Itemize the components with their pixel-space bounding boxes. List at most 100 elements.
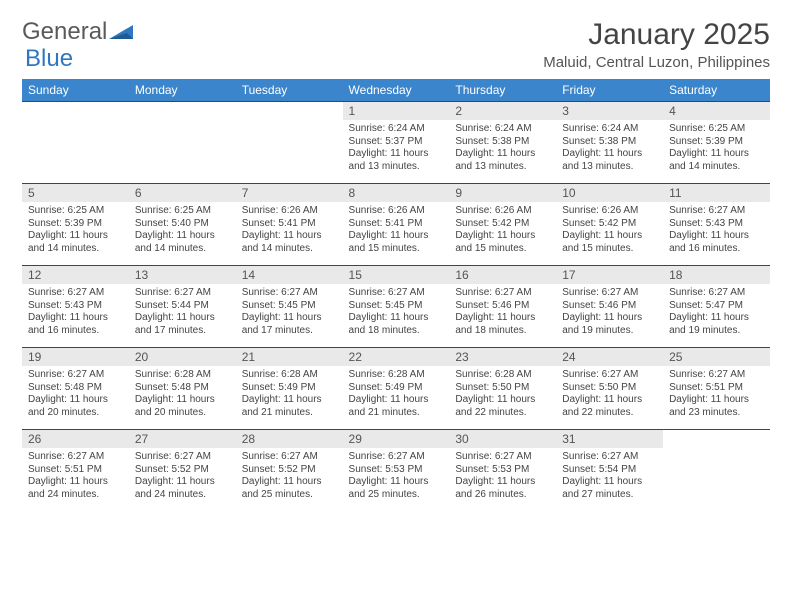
- calendar-table: Sunday Monday Tuesday Wednesday Thursday…: [22, 79, 770, 511]
- day-number-cell: 29: [343, 430, 450, 449]
- daylight-line: Daylight: 11 hours and 17 minutes.: [242, 312, 337, 337]
- day-details-cell: Sunrise: 6:26 AMSunset: 5:42 PMDaylight:…: [556, 202, 663, 266]
- day-details: Sunrise: 6:26 AMSunset: 5:41 PMDaylight:…: [343, 202, 450, 265]
- daynum-row: 262728293031: [22, 430, 770, 449]
- day-details: Sunrise: 6:28 AMSunset: 5:49 PMDaylight:…: [343, 366, 450, 429]
- day-number-cell: 26: [22, 430, 129, 449]
- day-number-cell: 25: [663, 348, 770, 367]
- daylight-line: Daylight: 11 hours and 15 minutes.: [349, 230, 444, 255]
- day-number: 21: [236, 348, 343, 366]
- sunset-line: Sunset: 5:47 PM: [669, 300, 764, 313]
- day-details: [236, 120, 343, 180]
- day-number-cell: 1: [343, 102, 450, 121]
- sunset-line: Sunset: 5:54 PM: [562, 464, 657, 477]
- details-row: Sunrise: 6:27 AMSunset: 5:51 PMDaylight:…: [22, 448, 770, 511]
- day-details-cell: Sunrise: 6:24 AMSunset: 5:38 PMDaylight:…: [449, 120, 556, 184]
- daylight-line: Daylight: 11 hours and 26 minutes.: [455, 476, 550, 501]
- day-number: 7: [236, 184, 343, 202]
- day-details-cell: Sunrise: 6:26 AMSunset: 5:41 PMDaylight:…: [236, 202, 343, 266]
- day-details: [129, 120, 236, 180]
- day-number: 26: [22, 430, 129, 448]
- day-details-cell: Sunrise: 6:27 AMSunset: 5:45 PMDaylight:…: [343, 284, 450, 348]
- day-number-cell: 27: [129, 430, 236, 449]
- day-number: 11: [663, 184, 770, 202]
- sunset-line: Sunset: 5:45 PM: [349, 300, 444, 313]
- day-number: [129, 102, 236, 120]
- weekday-header: Sunday: [22, 79, 129, 102]
- daylight-line: Daylight: 11 hours and 22 minutes.: [562, 394, 657, 419]
- day-number: 13: [129, 266, 236, 284]
- sunset-line: Sunset: 5:45 PM: [242, 300, 337, 313]
- day-details-cell: [129, 120, 236, 184]
- sunset-line: Sunset: 5:38 PM: [562, 136, 657, 149]
- daylight-line: Daylight: 11 hours and 16 minutes.: [28, 312, 123, 337]
- day-details-cell: Sunrise: 6:27 AMSunset: 5:46 PMDaylight:…: [556, 284, 663, 348]
- day-details: Sunrise: 6:25 AMSunset: 5:40 PMDaylight:…: [129, 202, 236, 265]
- sunrise-line: Sunrise: 6:27 AM: [135, 451, 230, 464]
- day-details-cell: Sunrise: 6:27 AMSunset: 5:46 PMDaylight:…: [449, 284, 556, 348]
- sunrise-line: Sunrise: 6:26 AM: [562, 205, 657, 218]
- day-details-cell: Sunrise: 6:24 AMSunset: 5:38 PMDaylight:…: [556, 120, 663, 184]
- daylight-line: Daylight: 11 hours and 25 minutes.: [242, 476, 337, 501]
- brand-logo: General: [22, 18, 135, 46]
- sunrise-line: Sunrise: 6:27 AM: [28, 369, 123, 382]
- day-details-cell: Sunrise: 6:28 AMSunset: 5:49 PMDaylight:…: [236, 366, 343, 430]
- sunset-line: Sunset: 5:41 PM: [242, 218, 337, 231]
- day-number-cell: 16: [449, 266, 556, 285]
- title-block: January 2025 Maluid, Central Luzon, Phil…: [543, 18, 770, 71]
- daylight-line: Daylight: 11 hours and 21 minutes.: [349, 394, 444, 419]
- day-number: 10: [556, 184, 663, 202]
- day-details-cell: Sunrise: 6:25 AMSunset: 5:40 PMDaylight:…: [129, 202, 236, 266]
- sunrise-line: Sunrise: 6:24 AM: [349, 123, 444, 136]
- day-number: 2: [449, 102, 556, 120]
- details-row: Sunrise: 6:24 AMSunset: 5:37 PMDaylight:…: [22, 120, 770, 184]
- sunset-line: Sunset: 5:46 PM: [455, 300, 550, 313]
- day-details-cell: Sunrise: 6:26 AMSunset: 5:41 PMDaylight:…: [343, 202, 450, 266]
- day-number: 29: [343, 430, 450, 448]
- weekday-header: Monday: [129, 79, 236, 102]
- day-number-cell: 31: [556, 430, 663, 449]
- day-details-cell: Sunrise: 6:28 AMSunset: 5:48 PMDaylight:…: [129, 366, 236, 430]
- day-details: Sunrise: 6:28 AMSunset: 5:50 PMDaylight:…: [449, 366, 556, 429]
- day-number-cell: [129, 102, 236, 121]
- sunset-line: Sunset: 5:53 PM: [455, 464, 550, 477]
- sunset-line: Sunset: 5:40 PM: [135, 218, 230, 231]
- day-number: [236, 102, 343, 120]
- sunrise-line: Sunrise: 6:24 AM: [455, 123, 550, 136]
- day-details-cell: Sunrise: 6:27 AMSunset: 5:47 PMDaylight:…: [663, 284, 770, 348]
- day-number-cell: 23: [449, 348, 556, 367]
- day-number-cell: [236, 102, 343, 121]
- details-row: Sunrise: 6:27 AMSunset: 5:43 PMDaylight:…: [22, 284, 770, 348]
- sunset-line: Sunset: 5:38 PM: [455, 136, 550, 149]
- day-number: 17: [556, 266, 663, 284]
- day-number: 18: [663, 266, 770, 284]
- day-details-cell: Sunrise: 6:24 AMSunset: 5:37 PMDaylight:…: [343, 120, 450, 184]
- day-number: 31: [556, 430, 663, 448]
- sunset-line: Sunset: 5:52 PM: [135, 464, 230, 477]
- day-number-cell: 9: [449, 184, 556, 203]
- day-number-cell: 6: [129, 184, 236, 203]
- day-number: 1: [343, 102, 450, 120]
- day-number-cell: 10: [556, 184, 663, 203]
- daynum-row: 12131415161718: [22, 266, 770, 285]
- day-number-cell: 11: [663, 184, 770, 203]
- sunrise-line: Sunrise: 6:28 AM: [242, 369, 337, 382]
- day-details-cell: Sunrise: 6:27 AMSunset: 5:53 PMDaylight:…: [343, 448, 450, 511]
- day-number-cell: 20: [129, 348, 236, 367]
- day-number: 25: [663, 348, 770, 366]
- day-number-cell: 30: [449, 430, 556, 449]
- day-number: 27: [129, 430, 236, 448]
- sunset-line: Sunset: 5:41 PM: [349, 218, 444, 231]
- day-number: 8: [343, 184, 450, 202]
- sunrise-line: Sunrise: 6:28 AM: [349, 369, 444, 382]
- day-details-cell: Sunrise: 6:27 AMSunset: 5:52 PMDaylight:…: [236, 448, 343, 511]
- day-details-cell: Sunrise: 6:28 AMSunset: 5:50 PMDaylight:…: [449, 366, 556, 430]
- day-details: Sunrise: 6:24 AMSunset: 5:37 PMDaylight:…: [343, 120, 450, 183]
- day-number-cell: 8: [343, 184, 450, 203]
- sunrise-line: Sunrise: 6:27 AM: [669, 287, 764, 300]
- day-number-cell: [663, 430, 770, 449]
- day-details: Sunrise: 6:27 AMSunset: 5:51 PMDaylight:…: [663, 366, 770, 429]
- sunrise-line: Sunrise: 6:26 AM: [242, 205, 337, 218]
- day-details: Sunrise: 6:25 AMSunset: 5:39 PMDaylight:…: [663, 120, 770, 183]
- day-details: Sunrise: 6:27 AMSunset: 5:43 PMDaylight:…: [22, 284, 129, 347]
